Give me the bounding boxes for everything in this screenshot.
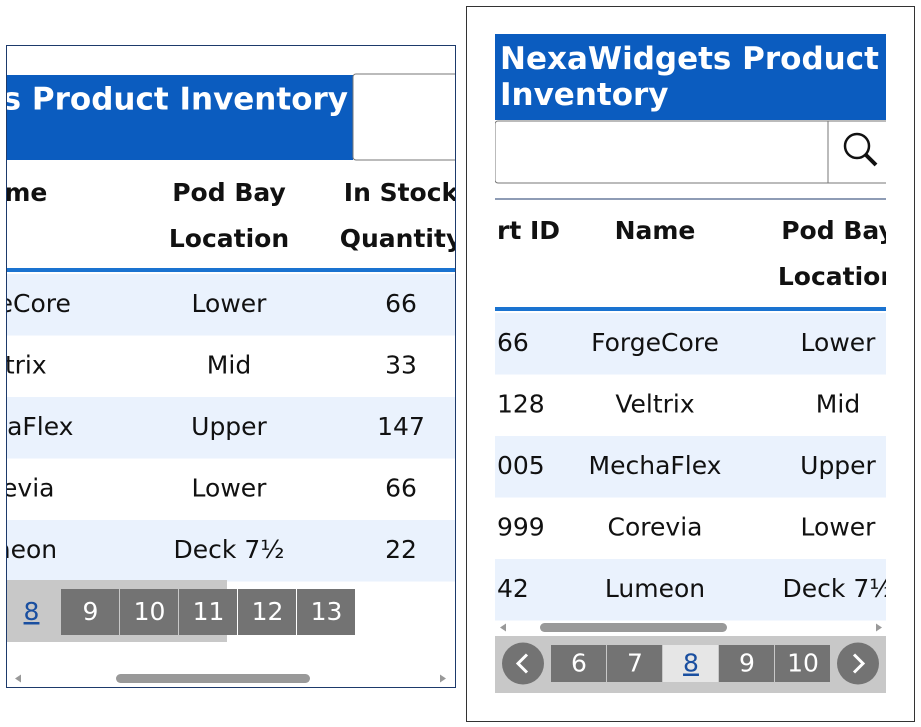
cell: Mid — [207, 351, 251, 380]
search-icon-handle — [864, 153, 878, 167]
search-box[interactable] — [352, 73, 513, 161]
cell: 66 — [385, 474, 417, 503]
cell: Lower — [192, 474, 268, 503]
right-view: NexaWidgets Product Inventory rt ID Name Pod… — [495, 34, 898, 693]
cell: Deck 7½ — [174, 535, 285, 564]
scroll-right-arrow[interactable] — [440, 674, 446, 683]
page-button[interactable] — [61, 589, 119, 635]
title: NexaWidgets Product Inventory — [0, 82, 348, 118]
column-header: rt ID — [497, 216, 560, 245]
row-band — [7, 274, 455, 336]
page-button[interactable] — [607, 645, 662, 682]
cell: Upper — [800, 451, 876, 480]
cell: 33 — [385, 351, 417, 380]
cell: 66 — [385, 289, 417, 318]
cell: Lumeon — [0, 535, 57, 564]
row-band — [495, 559, 886, 621]
page-button[interactable] — [297, 589, 355, 635]
arrow-icon — [852, 653, 866, 674]
page-number[interactable]: 7 — [627, 649, 643, 678]
cell: ForgeCore — [591, 328, 719, 357]
page-number[interactable]: 9 — [83, 597, 99, 626]
search-icon[interactable] — [843, 132, 871, 160]
cell: Corevia — [608, 513, 703, 542]
row-band — [7, 520, 455, 582]
scroll-left-arrow[interactable] — [500, 623, 506, 632]
cell: Deck 7½ — [783, 574, 894, 603]
cell: 66 — [497, 328, 529, 357]
column-header: Pod Bay Location — [778, 216, 898, 291]
cell: ForgeCore — [0, 289, 71, 318]
column-header: In Stock Quantity — [340, 178, 463, 253]
page-button[interactable] — [179, 589, 237, 635]
page-button[interactable] — [551, 645, 606, 682]
page-number[interactable]: 10 — [134, 597, 166, 626]
cell: Lower — [801, 513, 877, 542]
cell: 128 — [497, 390, 545, 419]
column-header: Name — [0, 178, 47, 207]
row-band — [7, 397, 455, 459]
page-number[interactable]: 13 — [311, 597, 343, 626]
cell: Veltrix — [615, 390, 694, 419]
cell: 22 — [385, 535, 417, 564]
prev-page[interactable] — [502, 642, 544, 685]
page-button[interactable] — [775, 645, 830, 682]
page-number[interactable]: 9 — [739, 649, 755, 678]
row-band — [495, 313, 886, 375]
header-underline — [495, 307, 886, 311]
page-button[interactable] — [663, 645, 718, 682]
cell: 005 — [497, 451, 545, 480]
page-number[interactable]: 8 — [24, 597, 40, 626]
cell: 147 — [377, 412, 425, 441]
page-number[interactable]: 11 — [193, 597, 225, 626]
page-number[interactable]: 10 — [787, 649, 819, 678]
column-header: Pod Bay Location — [169, 178, 289, 253]
cell: Lower — [192, 289, 268, 318]
title-bar — [7, 75, 353, 160]
next-page[interactable] — [837, 642, 879, 685]
page-button[interactable] — [719, 645, 774, 682]
page-button[interactable] — [238, 589, 296, 635]
header-underline — [7, 268, 455, 272]
cell: 999 — [497, 513, 545, 542]
column-header: Name — [615, 216, 696, 245]
cell: Veltrix — [0, 351, 47, 380]
page-number[interactable]: 6 — [571, 649, 587, 678]
cell: Mid — [816, 390, 860, 419]
page-number[interactable]: 8 — [683, 649, 699, 678]
scroll-thumb[interactable] — [540, 623, 727, 632]
scroll-right-arrow[interactable] — [876, 623, 882, 632]
row-band — [495, 436, 886, 498]
cell: 42 — [497, 574, 529, 603]
cell: Lower — [801, 328, 877, 357]
title: NexaWidgets Product Inventory — [500, 41, 879, 113]
arrow-icon — [515, 653, 529, 674]
title-bar — [495, 34, 886, 120]
cell: MechaFlex — [589, 451, 722, 480]
cell: Corevia — [0, 474, 54, 503]
page-number[interactable]: 12 — [252, 597, 284, 626]
cell: Lumeon — [605, 574, 705, 603]
scroll-left-arrow[interactable] — [15, 674, 21, 683]
page-button[interactable] — [120, 589, 178, 635]
search-box[interactable] — [495, 120, 895, 184]
scroll-thumb[interactable] — [116, 674, 310, 683]
cell: Upper — [191, 412, 267, 441]
cell: MechaFlex — [0, 412, 73, 441]
